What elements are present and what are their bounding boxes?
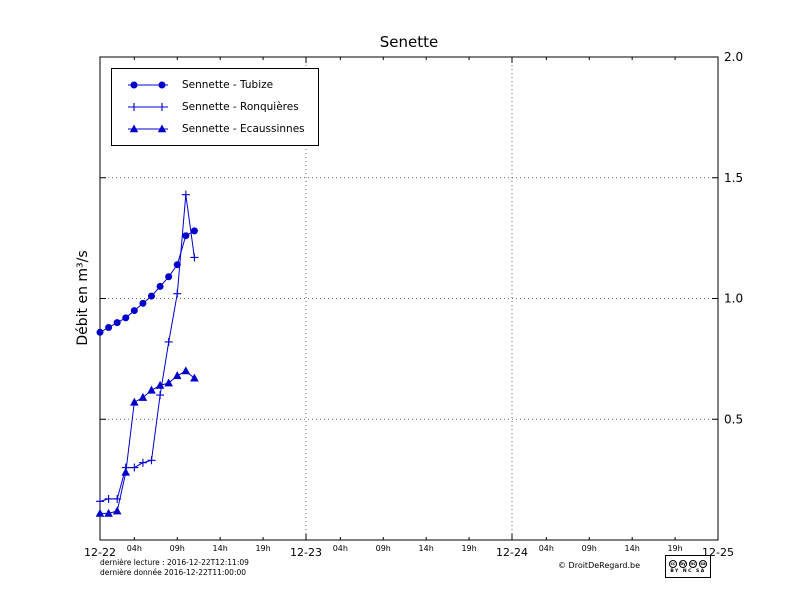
x-minor-tick-label: 09h [376, 544, 391, 553]
marker-triangle [112, 506, 122, 515]
marker-triangle [155, 380, 165, 389]
marker-plus [190, 253, 199, 262]
marker-circle [105, 323, 113, 331]
y-tick-label: 1.5 [724, 171, 743, 185]
y-tick-label: 2.0 [724, 50, 743, 64]
marker-plus [173, 289, 182, 298]
marker-circle [130, 307, 138, 315]
y-axis-label: Débit en m³/s [75, 250, 91, 346]
marker-triangle [147, 385, 156, 394]
last-data-text: dernière donnée 2016-12-22T11:00:00 [100, 567, 247, 577]
legend: Sennette - Tubize Sennette - Ronquières … [111, 68, 319, 146]
by-icon: by [679, 559, 687, 568]
legend-label-tubize: Sennette - Tubize [182, 79, 274, 91]
x-minor-tick-label: 19h [255, 544, 270, 553]
series-line [99, 194, 195, 502]
marker-plus [104, 494, 113, 503]
legend-row-ronquieres: Sennette - Ronquières [125, 101, 305, 113]
legend-label-ronquieres: Sennette - Ronquières [182, 101, 299, 113]
series-1 [96, 190, 199, 506]
legend-marker-triangle-icon [128, 124, 168, 133]
x-minor-tick-label: 19h [461, 544, 476, 553]
marker-triangle [190, 373, 199, 382]
marker-circle [182, 232, 190, 240]
marker-triangle [164, 378, 173, 387]
x-minor-tick-label: 09h [582, 544, 597, 553]
x-minor-tick-label: 14h [213, 544, 228, 553]
marker-triangle [104, 508, 113, 517]
marker-circle [156, 282, 164, 290]
marker-circle [173, 261, 181, 269]
y-tick-label: 1.0 [724, 292, 743, 306]
marker-circle [139, 299, 147, 307]
nc-icon: nc [689, 559, 697, 568]
x-major-tick-label: 12-24 [496, 546, 528, 559]
x-minor-tick-label: 19h [667, 544, 682, 553]
marker-plus [138, 458, 147, 467]
series-line [99, 230, 195, 333]
cc-license-badge: cc by nc sa BY NC SA [665, 555, 711, 578]
marker-circle [96, 328, 104, 336]
marker-triangle [95, 508, 105, 517]
marker-triangle [138, 392, 148, 401]
x-minor-tick-label: 04h [333, 544, 348, 553]
legend-marker-plus-icon [128, 103, 168, 111]
marker-plus [96, 497, 104, 506]
x-minor-tick-label: 04h [127, 544, 142, 553]
x-major-tick-label: 12-22 [84, 546, 116, 559]
last-read-text: dernière lecture : 2016-12-22T12:11:09 [100, 558, 249, 567]
x-major-tick-label: 12-23 [290, 546, 322, 559]
marker-triangle [172, 371, 182, 380]
marker-triangle [130, 397, 139, 406]
marker-circle [190, 227, 198, 235]
x-minor-tick-label: 09h [170, 544, 185, 553]
series-2 [95, 366, 199, 517]
marker-triangle [121, 467, 131, 476]
marker-circle [148, 292, 155, 300]
footer-timestamps: dernière lecture : 2016-12-22T12:11:09 d… [100, 558, 249, 577]
series-0 [96, 227, 198, 336]
marker-plus [156, 391, 165, 400]
marker-circle [165, 273, 173, 281]
marker-plus [147, 456, 156, 465]
marker-plus [181, 190, 190, 199]
marker-triangle [181, 366, 191, 375]
y-tick-label: 0.5 [724, 412, 743, 426]
legend-row-tubize: Sennette - Tubize [125, 79, 305, 91]
cc-icon: cc [669, 559, 677, 568]
legend-row-ecaussinnes: Sennette - Ecaussinnes [125, 123, 305, 135]
marker-plus [130, 463, 139, 472]
marker-plus [164, 337, 173, 346]
x-minor-tick-label: 14h [625, 544, 640, 553]
x-minor-tick-label: 14h [419, 544, 434, 553]
cc-license-caption: BY NC SA [670, 568, 706, 574]
cc-license-icons: cc by nc sa [669, 559, 707, 568]
chart-title: Senette [379, 33, 439, 51]
legend-marker-circle-icon [128, 81, 168, 89]
sa-icon: sa [699, 559, 707, 568]
marker-circle [113, 319, 121, 327]
copyright-text: © DroitDeRegard.be [558, 561, 641, 570]
legend-label-ecaussinnes: Sennette - Ecaussinnes [182, 123, 305, 135]
marker-circle [122, 314, 130, 322]
series-line [100, 370, 195, 514]
x-minor-tick-label: 04h [539, 544, 554, 553]
